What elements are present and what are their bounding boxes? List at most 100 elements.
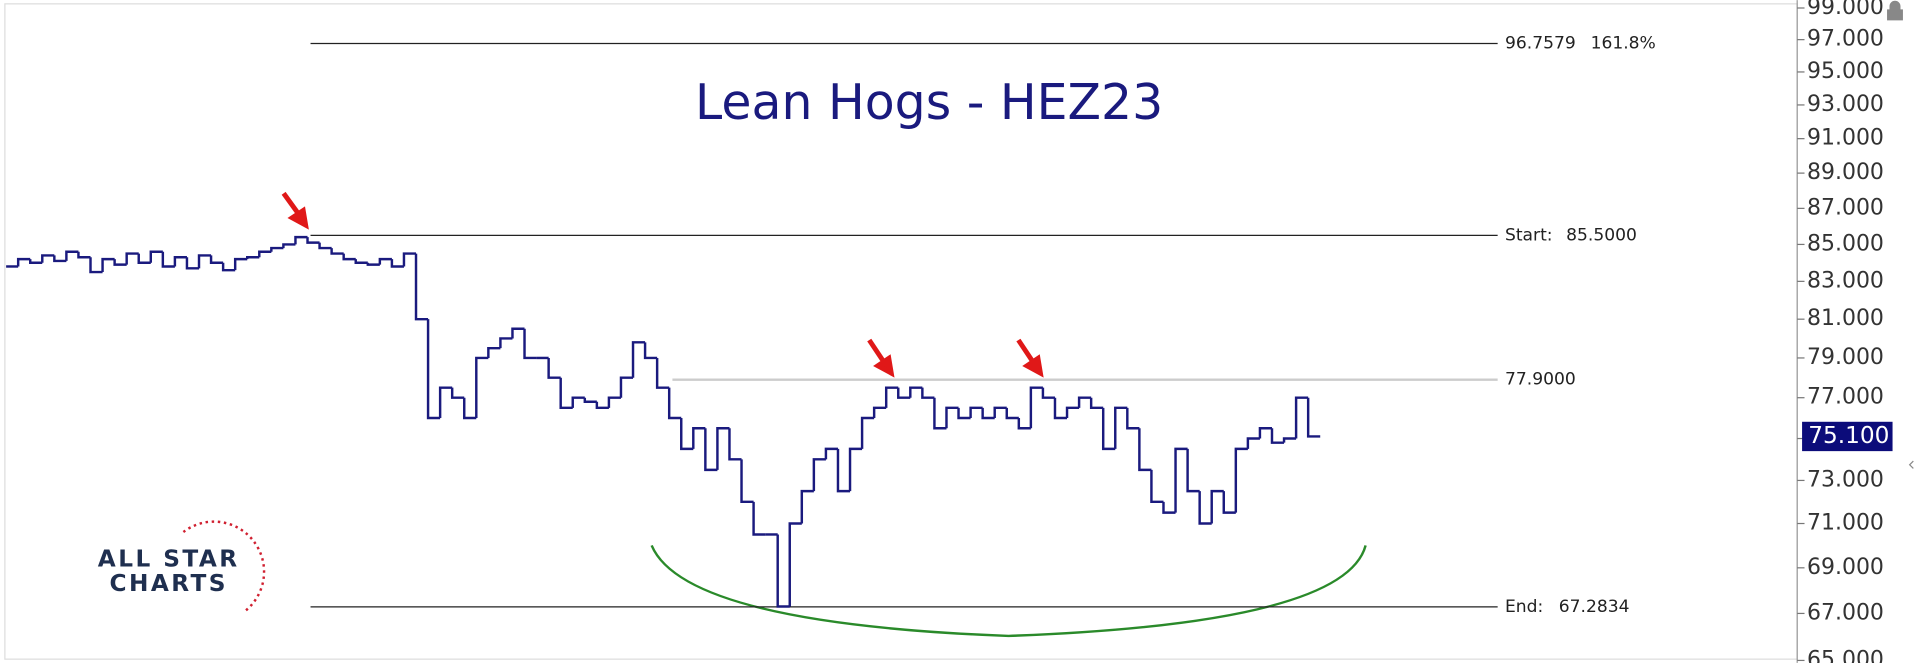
level-prefix: End: xyxy=(1505,597,1543,617)
price-step xyxy=(1162,501,1176,514)
price-step xyxy=(29,259,43,265)
logo: ALL STAR CHARTS xyxy=(98,520,266,613)
y-tick-label: 85.000 xyxy=(1807,231,1884,256)
price-step xyxy=(366,262,380,266)
price-step xyxy=(65,250,79,261)
price-step xyxy=(1053,397,1068,420)
price-step xyxy=(692,426,706,449)
y-tick-label: 71.000 xyxy=(1807,511,1884,536)
y-tick-label: 81.000 xyxy=(1807,306,1884,331)
price-step xyxy=(246,256,260,260)
y-tick-label: 93.000 xyxy=(1807,92,1884,117)
collapse-icon[interactable] xyxy=(1908,460,1914,469)
arrow xyxy=(867,338,886,364)
price-step xyxy=(1005,407,1019,420)
logo-text: CHARTS xyxy=(109,570,228,597)
price-step xyxy=(318,242,332,250)
y-tick-label: 73.000 xyxy=(1807,467,1884,492)
price-step xyxy=(282,243,296,249)
y-tick-label: 95.000 xyxy=(1807,59,1884,84)
y-tick-label: 83.000 xyxy=(1807,268,1884,293)
price-step xyxy=(77,251,91,259)
y-tick-label: 69.000 xyxy=(1807,555,1884,580)
price-step xyxy=(860,416,875,449)
level-label: 67.2834 xyxy=(1559,597,1630,617)
price-step xyxy=(1198,491,1212,525)
price-step xyxy=(1065,406,1080,418)
price-step xyxy=(1017,417,1031,430)
price-step xyxy=(438,386,453,418)
price-step xyxy=(125,252,139,265)
price-step xyxy=(342,253,356,261)
price-step xyxy=(909,386,923,398)
price-step xyxy=(1270,428,1285,444)
price-step xyxy=(1174,447,1188,513)
price-step xyxy=(101,257,115,273)
level-prefix: Start: xyxy=(1505,225,1553,245)
price-step xyxy=(619,376,634,398)
y-tick-label: 67.000 xyxy=(1807,600,1884,625)
price-step xyxy=(523,328,537,360)
arrows xyxy=(281,191,1044,378)
price-step xyxy=(221,262,236,272)
arrow xyxy=(1016,338,1036,364)
price-step xyxy=(945,406,959,429)
price-step xyxy=(402,252,417,267)
y-tick-label: 79.000 xyxy=(1807,345,1884,370)
price-step xyxy=(740,459,754,504)
price-step xyxy=(390,259,404,268)
price-step xyxy=(197,254,212,269)
price-step xyxy=(957,407,971,420)
price-step xyxy=(716,426,730,470)
price-step xyxy=(1234,447,1248,513)
price-step xyxy=(1294,396,1309,439)
price-step xyxy=(41,254,55,263)
price-step xyxy=(812,458,826,492)
price-step xyxy=(378,257,392,265)
price-step xyxy=(1222,491,1236,514)
price-step xyxy=(1306,397,1321,438)
price-step xyxy=(1258,426,1272,439)
level-label: 96.7579 xyxy=(1505,34,1576,54)
price-step xyxy=(872,406,887,418)
price-step xyxy=(149,250,163,263)
price-step xyxy=(89,257,103,274)
price-step xyxy=(258,250,272,258)
price-step xyxy=(233,257,248,271)
price-step xyxy=(53,255,67,263)
price-step xyxy=(547,357,561,379)
price-step xyxy=(559,377,573,410)
price-step xyxy=(993,406,1007,418)
last-price-label: 75.100 xyxy=(1808,422,1889,449)
price-step xyxy=(113,259,127,266)
price-step xyxy=(463,397,477,420)
lock-icon[interactable] xyxy=(1887,0,1903,21)
price-step xyxy=(1282,437,1297,443)
price-step xyxy=(933,397,947,430)
price-step xyxy=(667,387,682,420)
price-step xyxy=(16,257,31,267)
price-step xyxy=(752,501,766,536)
price-step xyxy=(185,257,200,270)
price-step xyxy=(643,342,658,360)
price-step xyxy=(969,406,983,418)
price-step xyxy=(680,417,694,451)
price-step xyxy=(270,246,284,252)
price-step xyxy=(1138,428,1152,472)
price-step xyxy=(583,397,597,403)
y-tick-label: 89.000 xyxy=(1807,160,1884,185)
last-price-tag xyxy=(1802,421,1893,452)
price-step xyxy=(571,396,585,408)
logo-stars xyxy=(182,520,266,613)
price-step xyxy=(294,235,308,245)
price-step xyxy=(981,407,995,420)
y-tick-label: 91.000 xyxy=(1807,126,1884,151)
price-step xyxy=(848,447,863,492)
price-step xyxy=(306,237,320,244)
price-step xyxy=(475,356,489,418)
price-step xyxy=(209,255,224,265)
price-step xyxy=(1210,489,1224,524)
y-tick-label: 97.000 xyxy=(1807,27,1884,52)
y-tick-label: 77.000 xyxy=(1807,385,1884,410)
